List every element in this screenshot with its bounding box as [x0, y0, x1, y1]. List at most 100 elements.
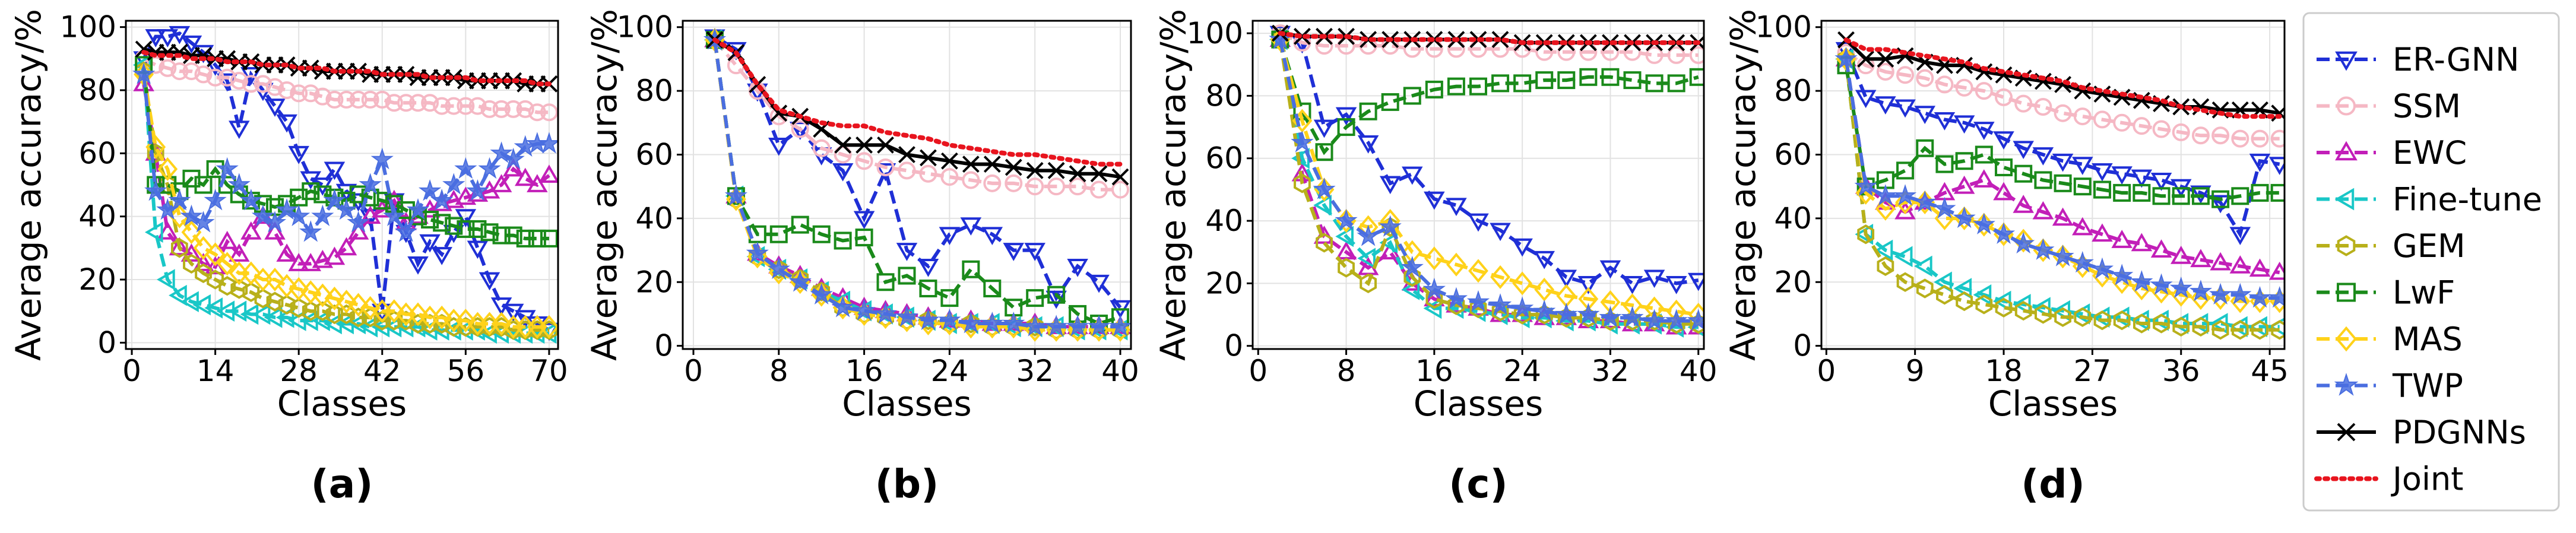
x-axis-label: Classes [842, 383, 972, 424]
data-point-pdgnns [1069, 165, 1086, 183]
data-point-er-gnn [1490, 223, 1511, 242]
series-joint [712, 37, 1123, 167]
data-point-ssm [791, 120, 809, 138]
data-point-ssm [898, 161, 916, 180]
data-point-fine-tune [2012, 294, 2031, 315]
series-line-er-gnn [714, 35, 1122, 309]
x-tick-label: 0 [684, 354, 703, 388]
data-point-mas [455, 309, 476, 333]
data-point-er-gnn [1993, 131, 2014, 150]
series-mas [1836, 47, 2285, 313]
x-axis-label: Classes [277, 383, 407, 424]
data-point-ssm [1896, 66, 1915, 84]
data-point-mas [1512, 271, 1533, 296]
legend-label: Joint [2391, 461, 2463, 498]
data-point-er-gnn [768, 137, 790, 156]
data-point-pdgnns [920, 149, 937, 167]
data-point-twp [168, 188, 191, 211]
data-point-lwf [492, 226, 511, 245]
data-point-twp [2209, 283, 2232, 304]
data-point-pdgnns [1090, 165, 1108, 183]
data-point-lwf [1689, 68, 1704, 86]
data-point-lwf [2034, 171, 2052, 189]
data-point-gem [1857, 224, 1875, 245]
data-point-lwf [445, 217, 463, 235]
series-line-fine-tune [1278, 39, 1699, 329]
series-line-lwf [1278, 39, 1699, 156]
data-point-ewc [276, 243, 297, 262]
data-point-ssm [855, 152, 873, 170]
legend-entry-twp: TWP [2317, 367, 2463, 405]
series-twp [1269, 27, 1704, 331]
x-tick-label: 24 [1503, 354, 1541, 388]
data-point-lwf [1955, 152, 1973, 170]
data-point-lwf [940, 289, 959, 307]
data-point-lwf [1447, 77, 1465, 96]
data-point-ssm [1090, 180, 1108, 199]
y-tick-label: 0 [1224, 329, 1243, 363]
data-point-lwf [1026, 289, 1044, 307]
data-point-er-gnn [1599, 260, 1621, 279]
data-point-er-gnn [2150, 173, 2172, 191]
data-point-lwf [1469, 77, 1487, 96]
data-point-lwf [1403, 87, 1421, 105]
series-line-ewc [712, 39, 1121, 329]
data-point-gem [230, 279, 248, 299]
data-point-ewc [527, 174, 548, 192]
data-point-gem [242, 282, 260, 302]
data-point-twp [853, 299, 876, 321]
data-point-er-gnn [1424, 191, 1445, 210]
data-point-twp [788, 270, 812, 292]
data-point-fine-tune [228, 300, 247, 322]
data-point-ewc [490, 174, 512, 192]
data-point-er-gnn [1067, 259, 1088, 277]
data-point-lwf [1337, 118, 1355, 137]
y-tick-label: 20 [78, 262, 116, 297]
data-point-lwf [791, 215, 809, 234]
data-point-ssm [1995, 88, 2013, 106]
series-line-joint [141, 50, 552, 87]
data-point-mas [2171, 283, 2191, 307]
data-point-er-gnn [1335, 107, 1357, 126]
data-point-ewc [335, 237, 357, 256]
data-point-twp [1379, 215, 1402, 237]
data-point-er-gnn [2072, 157, 2093, 175]
x-tick-label: 56 [447, 354, 485, 388]
data-point-twp [275, 198, 299, 220]
data-point-twp [2229, 283, 2252, 304]
data-point-er-gnn [1003, 243, 1025, 261]
data-point-lwf [2270, 183, 2285, 202]
data-point-twp [1066, 315, 1089, 337]
data-point-ssm [445, 97, 463, 115]
data-point-mas [2151, 280, 2172, 304]
data-point-fine-tune [1357, 248, 1376, 269]
y-tick-label: 20 [1774, 265, 1812, 299]
data-point-twp [1024, 315, 1047, 337]
data-point-twp [2090, 257, 2114, 280]
plot-frame [1251, 20, 1705, 350]
data-point-twp [895, 305, 918, 327]
data-point-twp [1834, 47, 1858, 69]
data-point-gem [962, 313, 980, 334]
data-point-twp [1893, 184, 1917, 206]
legend-label: EWC [2393, 134, 2467, 172]
data-point-lwf [313, 185, 332, 204]
data-point-twp [1511, 296, 1534, 318]
data-point-twp [359, 173, 382, 195]
data-point-twp [1466, 290, 1490, 312]
x-axis-label: Classes [1988, 383, 2118, 424]
data-point-lwf [349, 185, 367, 204]
data-point-ssm [2231, 129, 2249, 148]
data-point-er-gnn [2210, 195, 2231, 214]
data-point-er-gnn [2249, 153, 2271, 172]
data-point-mas [1875, 196, 1896, 221]
data-point-mas [240, 261, 261, 285]
data-point-er-gnn [1914, 106, 1936, 124]
x-tick-label: 8 [1337, 354, 1356, 388]
data-point-lwf [504, 226, 522, 245]
data-point-gem [170, 238, 188, 258]
data-point-lwf [540, 229, 558, 248]
data-point-gem [1338, 258, 1355, 278]
y-tick-label: 60 [635, 137, 673, 172]
data-point-twp [335, 198, 358, 220]
